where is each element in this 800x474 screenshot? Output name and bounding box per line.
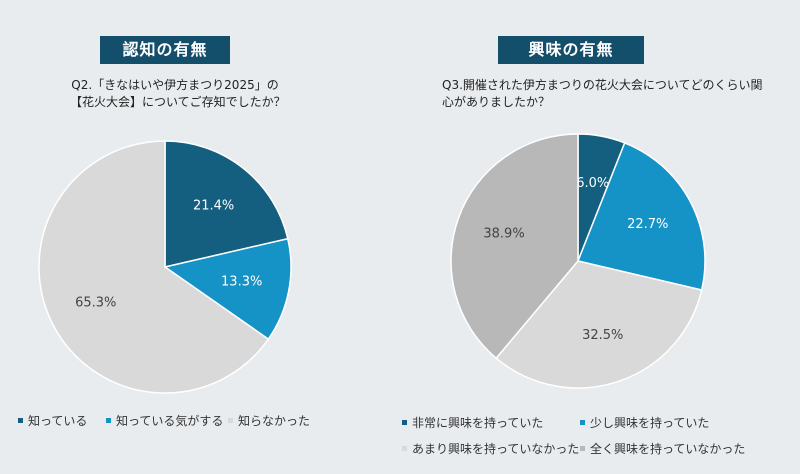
legend-swatch (402, 446, 407, 451)
awareness-panel: 認知の有無 Q2.「きなはいや伊方まつり2025」の 【花火大会】についてご存知… (0, 0, 330, 474)
slice-label-not-at-all-interested: 38.9% (483, 227, 524, 242)
awareness-question-line-1: Q2.「きなはいや伊方まつり2025」の (71, 78, 279, 92)
interest-legend: 非常に興味を持っていた 少し興味を持っていた あまり興味を持っていなかった 全く興味を… (402, 414, 792, 464)
legend-swatch (18, 418, 23, 423)
pie-slice-not-very-interested (495, 260, 703, 389)
awareness-legend: 知っている 知っている気がする 知らなかった (18, 412, 338, 432)
legend-item-maybe-aware: 知っている気がする (106, 412, 223, 429)
legend-item-not-very-interested: あまり興味を持っていなかった (402, 440, 579, 457)
slice-label-unaware: 65.3% (75, 296, 116, 311)
interest-question-line-1: Q3.開催された伊方まつりの花火大会についてどのくらい関 (442, 78, 763, 92)
legend-swatch (228, 418, 233, 423)
legend-swatch (580, 446, 585, 451)
pie-slice-aware (164, 140, 289, 268)
legend-label: 知らなかった (238, 414, 311, 428)
legend-item-aware: 知っている (18, 412, 87, 429)
slice-label-not-very-interested: 32.5% (582, 328, 623, 343)
pie-slice-maybe-aware (163, 237, 292, 341)
slice-label-somewhat-interested: 22.7% (627, 217, 668, 232)
awareness-question: Q2.「きなはいや伊方まつり2025」の 【花火大会】についてご存知でしたか？ (70, 77, 286, 111)
legend-item-very-interested: 非常に興味を持っていた (402, 414, 543, 431)
pie-slice-not-at-all-interested (450, 133, 579, 360)
awareness-question-line-2: 【花火大会】についてご存知でしたか？ (70, 95, 286, 109)
legend-label: 知っている (28, 414, 88, 428)
legend-label: 全く興味を持っていなかった (590, 442, 746, 456)
legend-swatch (402, 420, 407, 425)
legend-label: 知っている気がする (116, 414, 224, 428)
pie-slice-somewhat-interested (576, 141, 706, 291)
awareness-heading: 認知の有無 (100, 36, 230, 64)
slice-label-maybe-aware: 13.3% (221, 274, 262, 289)
legend-label: 非常に興味を持っていた (412, 416, 544, 430)
interest-question: Q3.開催された伊方まつりの花火大会についてどのくらい関 心がありましたか？ (442, 77, 792, 111)
interest-heading: 興味の有無 (498, 36, 644, 64)
slice-label-aware: 21.4% (193, 198, 234, 213)
interest-pie-chart: 6.0% 22.7% 32.5% 38.9% (450, 133, 706, 389)
interest-question-line-2: 心がありましたか？ (442, 95, 551, 109)
legend-label: あまり興味を持っていなかった (412, 442, 580, 456)
pie-slice-unaware (38, 140, 270, 394)
legend-label: 少し興味を持っていた (590, 416, 710, 430)
legend-item-unaware: 知らなかった (228, 412, 310, 429)
awareness-pie-chart: 21.4% 13.3% 65.3% (38, 140, 292, 394)
legend-swatch (106, 418, 111, 423)
legend-item-not-at-all-interested: 全く興味を持っていなかった (580, 440, 745, 457)
legend-swatch (580, 420, 585, 425)
interest-panel: 興味の有無 Q3.開催された伊方まつりの花火大会についてどのくらい関 心がありま… (390, 0, 800, 474)
slice-label-very-interested: 6.0% (576, 176, 609, 191)
legend-item-somewhat-interested: 少し興味を持っていた (580, 414, 709, 431)
